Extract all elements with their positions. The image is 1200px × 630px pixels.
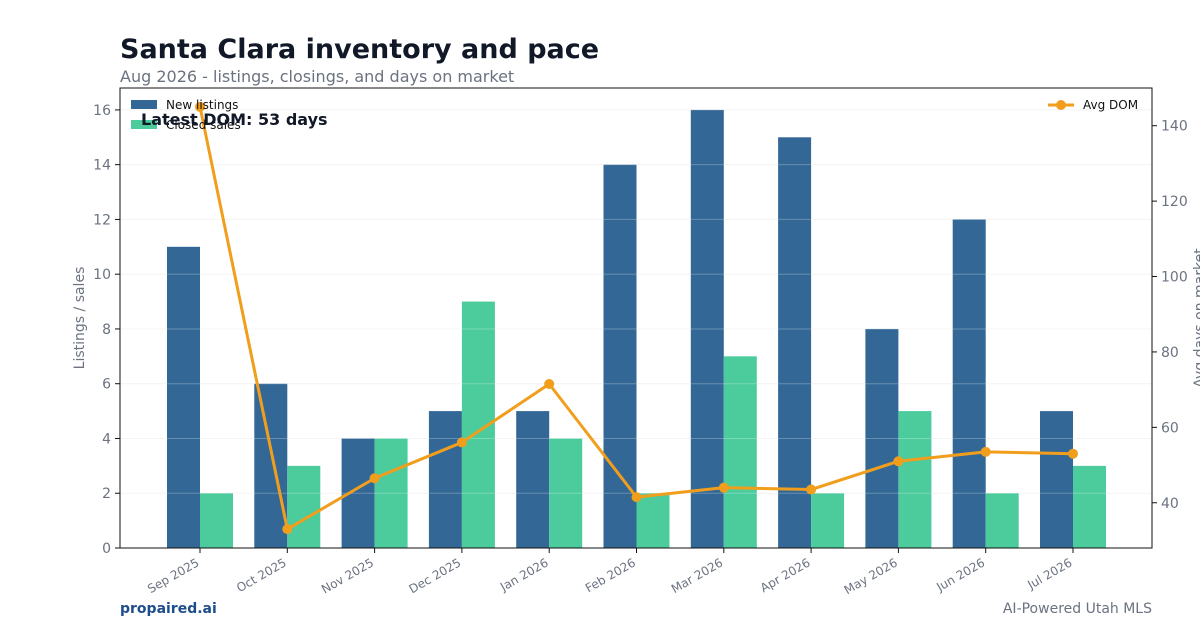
avg-dom-point[interactable] — [1068, 448, 1078, 459]
y2-tick-label: 80 — [1161, 345, 1179, 361]
y2-axis-label: Avg days on market — [1192, 248, 1200, 388]
footer-tagline: AI-Powered Utah MLS — [1002, 601, 1152, 617]
avg-dom-point[interactable] — [980, 446, 991, 457]
x-tick-label: Nov 2025 — [319, 555, 376, 596]
bar-new-listings[interactable] — [778, 137, 812, 549]
avg-dom-point[interactable] — [806, 484, 817, 495]
avg-dom-point[interactable] — [631, 492, 642, 503]
bar-new-listings[interactable] — [167, 246, 200, 549]
bar-new-listings[interactable] — [516, 411, 550, 548]
avg-dom-point[interactable] — [195, 101, 205, 112]
y-tick-label: 2 — [102, 486, 111, 502]
x-tick-label: Mar 2026 — [669, 555, 725, 596]
x-tick-label: Jul 2026 — [1024, 555, 1074, 592]
avg-dom-point[interactable] — [544, 378, 555, 389]
y-axis-label: Listings / sales — [72, 267, 88, 370]
y-tick-label: 6 — [102, 377, 111, 393]
bar-new-listings[interactable] — [865, 328, 899, 548]
bar-closed-sales[interactable] — [985, 493, 1019, 548]
y2-tick-label: 40 — [1161, 496, 1179, 512]
x-tick-label: Dec 2025 — [407, 555, 464, 596]
y-tick-label: 10 — [93, 267, 111, 283]
legend-label-new-listings: New listings — [166, 98, 238, 112]
chart-title: Santa Clara inventory and pace — [120, 34, 600, 65]
brand-logo-text[interactable]: propaired.ai — [120, 601, 217, 617]
y-tick-label: 8 — [102, 322, 111, 338]
bar-closed-sales[interactable] — [898, 411, 932, 548]
bar-new-listings[interactable] — [690, 109, 724, 549]
avg-dom-point[interactable] — [369, 473, 380, 484]
x-tick-label: May 2026 — [842, 555, 900, 597]
bar-closed-sales[interactable] — [636, 493, 670, 548]
bar-closed-sales[interactable] — [1073, 465, 1106, 548]
y2-tick-label: 120 — [1161, 194, 1188, 210]
bar-closed-sales[interactable] — [723, 356, 757, 548]
avg-dom-point[interactable] — [718, 482, 729, 493]
bar-new-listings[interactable] — [1040, 411, 1073, 548]
legend-swatch-new-listings — [131, 100, 157, 109]
chart-subtitle: Aug 2026 - listings, closings, and days … — [120, 67, 515, 86]
avg-dom-point[interactable] — [456, 437, 467, 448]
bar-new-listings[interactable] — [603, 164, 637, 548]
y-tick-label: 14 — [93, 158, 111, 174]
legend-label-closed-sales: Closed sales — [166, 118, 241, 132]
bar-closed-sales[interactable] — [549, 438, 583, 548]
x-tick-label: Feb 2026 — [583, 555, 638, 595]
bar-closed-sales[interactable] — [811, 493, 845, 548]
y2-tick-label: 60 — [1161, 420, 1179, 436]
bar-new-listings[interactable] — [254, 383, 288, 548]
avg-dom-point[interactable] — [893, 456, 904, 467]
bar-closed-sales[interactable] — [287, 465, 321, 548]
legend-swatch-closed-sales — [131, 120, 157, 129]
x-tick-label: Jun 2026 — [933, 555, 987, 594]
y2-tick-label: 100 — [1161, 270, 1188, 286]
x-tick-label: Apr 2026 — [758, 555, 813, 595]
y2-tick-label: 140 — [1161, 119, 1188, 135]
latest-dom-annotation: Latest DOM: 53 days — [141, 110, 328, 129]
x-tick-label: Sep 2025 — [145, 555, 201, 596]
avg-dom-point[interactable] — [282, 524, 293, 535]
x-tick-label: Oct 2025 — [234, 555, 289, 595]
bar-new-listings[interactable] — [428, 411, 462, 548]
legend-label-avg-dom: Avg DOM — [1083, 98, 1138, 112]
y-tick-label: 12 — [93, 212, 111, 228]
x-tick-label: Jan 2026 — [497, 555, 551, 594]
bar-closed-sales[interactable] — [374, 438, 408, 548]
bar-closed-sales[interactable] — [200, 493, 233, 548]
legend-marker-avg-dom — [1056, 100, 1066, 110]
y-tick-label: 4 — [102, 431, 111, 447]
y-tick-label: 16 — [93, 103, 111, 119]
y-tick-label: 0 — [102, 541, 111, 557]
bar-new-listings[interactable] — [952, 219, 986, 548]
